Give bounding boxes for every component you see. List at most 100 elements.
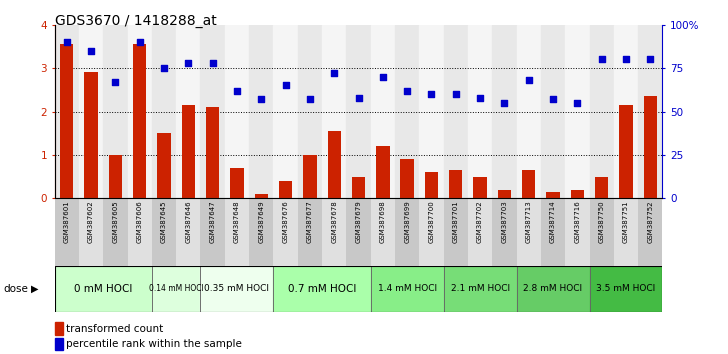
- Point: [499, 100, 510, 105]
- Text: GSM387713: GSM387713: [526, 200, 531, 243]
- Bar: [352, 177, 365, 198]
- Bar: [249, 25, 274, 198]
- Bar: [425, 172, 438, 198]
- Text: GSM387646: GSM387646: [186, 200, 191, 243]
- Bar: [419, 25, 443, 198]
- Bar: [152, 266, 200, 312]
- Point: [134, 39, 146, 45]
- Bar: [468, 25, 492, 198]
- Point: [450, 91, 462, 97]
- Text: GSM387714: GSM387714: [550, 200, 556, 243]
- Bar: [127, 25, 152, 198]
- Bar: [376, 146, 389, 198]
- Bar: [492, 25, 517, 198]
- Bar: [565, 198, 590, 266]
- Bar: [371, 266, 443, 312]
- Point: [547, 97, 559, 102]
- Text: GSM387703: GSM387703: [502, 200, 507, 243]
- Bar: [443, 266, 517, 312]
- Text: GSM387648: GSM387648: [234, 200, 240, 243]
- Bar: [176, 198, 200, 266]
- Bar: [103, 25, 127, 198]
- Text: transformed count: transformed count: [66, 324, 164, 333]
- Bar: [644, 96, 657, 198]
- Bar: [571, 190, 584, 198]
- Text: 2.1 mM HOCl: 2.1 mM HOCl: [451, 284, 510, 293]
- Bar: [419, 198, 443, 266]
- Bar: [176, 25, 200, 198]
- Bar: [547, 192, 560, 198]
- Bar: [590, 198, 614, 266]
- Text: GSM387699: GSM387699: [404, 200, 410, 243]
- Bar: [541, 198, 565, 266]
- Bar: [230, 168, 244, 198]
- Text: dose: dose: [4, 284, 28, 293]
- Bar: [274, 198, 298, 266]
- Bar: [298, 25, 322, 198]
- Text: 1.4 mM HOCl: 1.4 mM HOCl: [378, 284, 437, 293]
- Bar: [517, 266, 590, 312]
- Bar: [103, 198, 127, 266]
- Bar: [55, 266, 152, 312]
- Bar: [449, 170, 462, 198]
- Bar: [395, 198, 419, 266]
- Bar: [498, 190, 511, 198]
- Text: percentile rank within the sample: percentile rank within the sample: [66, 339, 242, 349]
- Bar: [322, 198, 347, 266]
- Bar: [620, 105, 633, 198]
- Bar: [443, 266, 517, 312]
- Bar: [152, 198, 176, 266]
- Bar: [225, 198, 249, 266]
- Bar: [400, 159, 414, 198]
- Bar: [347, 25, 371, 198]
- Text: ▶: ▶: [31, 284, 38, 293]
- Point: [304, 97, 316, 102]
- Bar: [443, 25, 468, 198]
- Point: [61, 39, 73, 45]
- Bar: [614, 25, 638, 198]
- Text: 0 mM HOCl: 0 mM HOCl: [74, 284, 132, 293]
- Text: 0.14 mM HOCl: 0.14 mM HOCl: [149, 284, 204, 293]
- Bar: [541, 25, 565, 198]
- Point: [426, 91, 438, 97]
- Text: GSM387700: GSM387700: [429, 200, 435, 243]
- Bar: [127, 198, 152, 266]
- Text: 0.35 mM HOCl: 0.35 mM HOCl: [205, 284, 269, 293]
- Text: GDS3670 / 1418288_at: GDS3670 / 1418288_at: [55, 14, 216, 28]
- Bar: [225, 25, 249, 198]
- Text: GSM387751: GSM387751: [623, 200, 629, 243]
- Bar: [279, 181, 292, 198]
- Bar: [182, 105, 195, 198]
- Text: 3.5 mM HOCl: 3.5 mM HOCl: [596, 284, 656, 293]
- Text: GSM387645: GSM387645: [161, 200, 167, 243]
- Bar: [55, 266, 152, 312]
- Point: [596, 57, 608, 62]
- Bar: [249, 198, 274, 266]
- Point: [328, 70, 340, 76]
- Bar: [79, 198, 103, 266]
- Point: [158, 65, 170, 71]
- Text: GSM387647: GSM387647: [210, 200, 215, 243]
- Point: [110, 79, 122, 85]
- Bar: [200, 266, 274, 312]
- Bar: [298, 198, 322, 266]
- Text: 0.7 mM HOCl: 0.7 mM HOCl: [288, 284, 356, 293]
- Text: GSM387606: GSM387606: [137, 200, 143, 243]
- Bar: [517, 25, 541, 198]
- Point: [644, 57, 656, 62]
- Bar: [255, 194, 268, 198]
- Text: GSM387678: GSM387678: [331, 200, 337, 243]
- Bar: [55, 25, 79, 198]
- Bar: [614, 198, 638, 266]
- Point: [401, 88, 413, 93]
- Point: [207, 60, 218, 66]
- Point: [377, 74, 389, 80]
- Bar: [304, 155, 317, 198]
- Bar: [590, 266, 662, 312]
- Bar: [200, 198, 225, 266]
- Text: GSM387752: GSM387752: [647, 200, 653, 243]
- Bar: [473, 177, 487, 198]
- Bar: [443, 198, 468, 266]
- Bar: [322, 25, 347, 198]
- Point: [256, 97, 267, 102]
